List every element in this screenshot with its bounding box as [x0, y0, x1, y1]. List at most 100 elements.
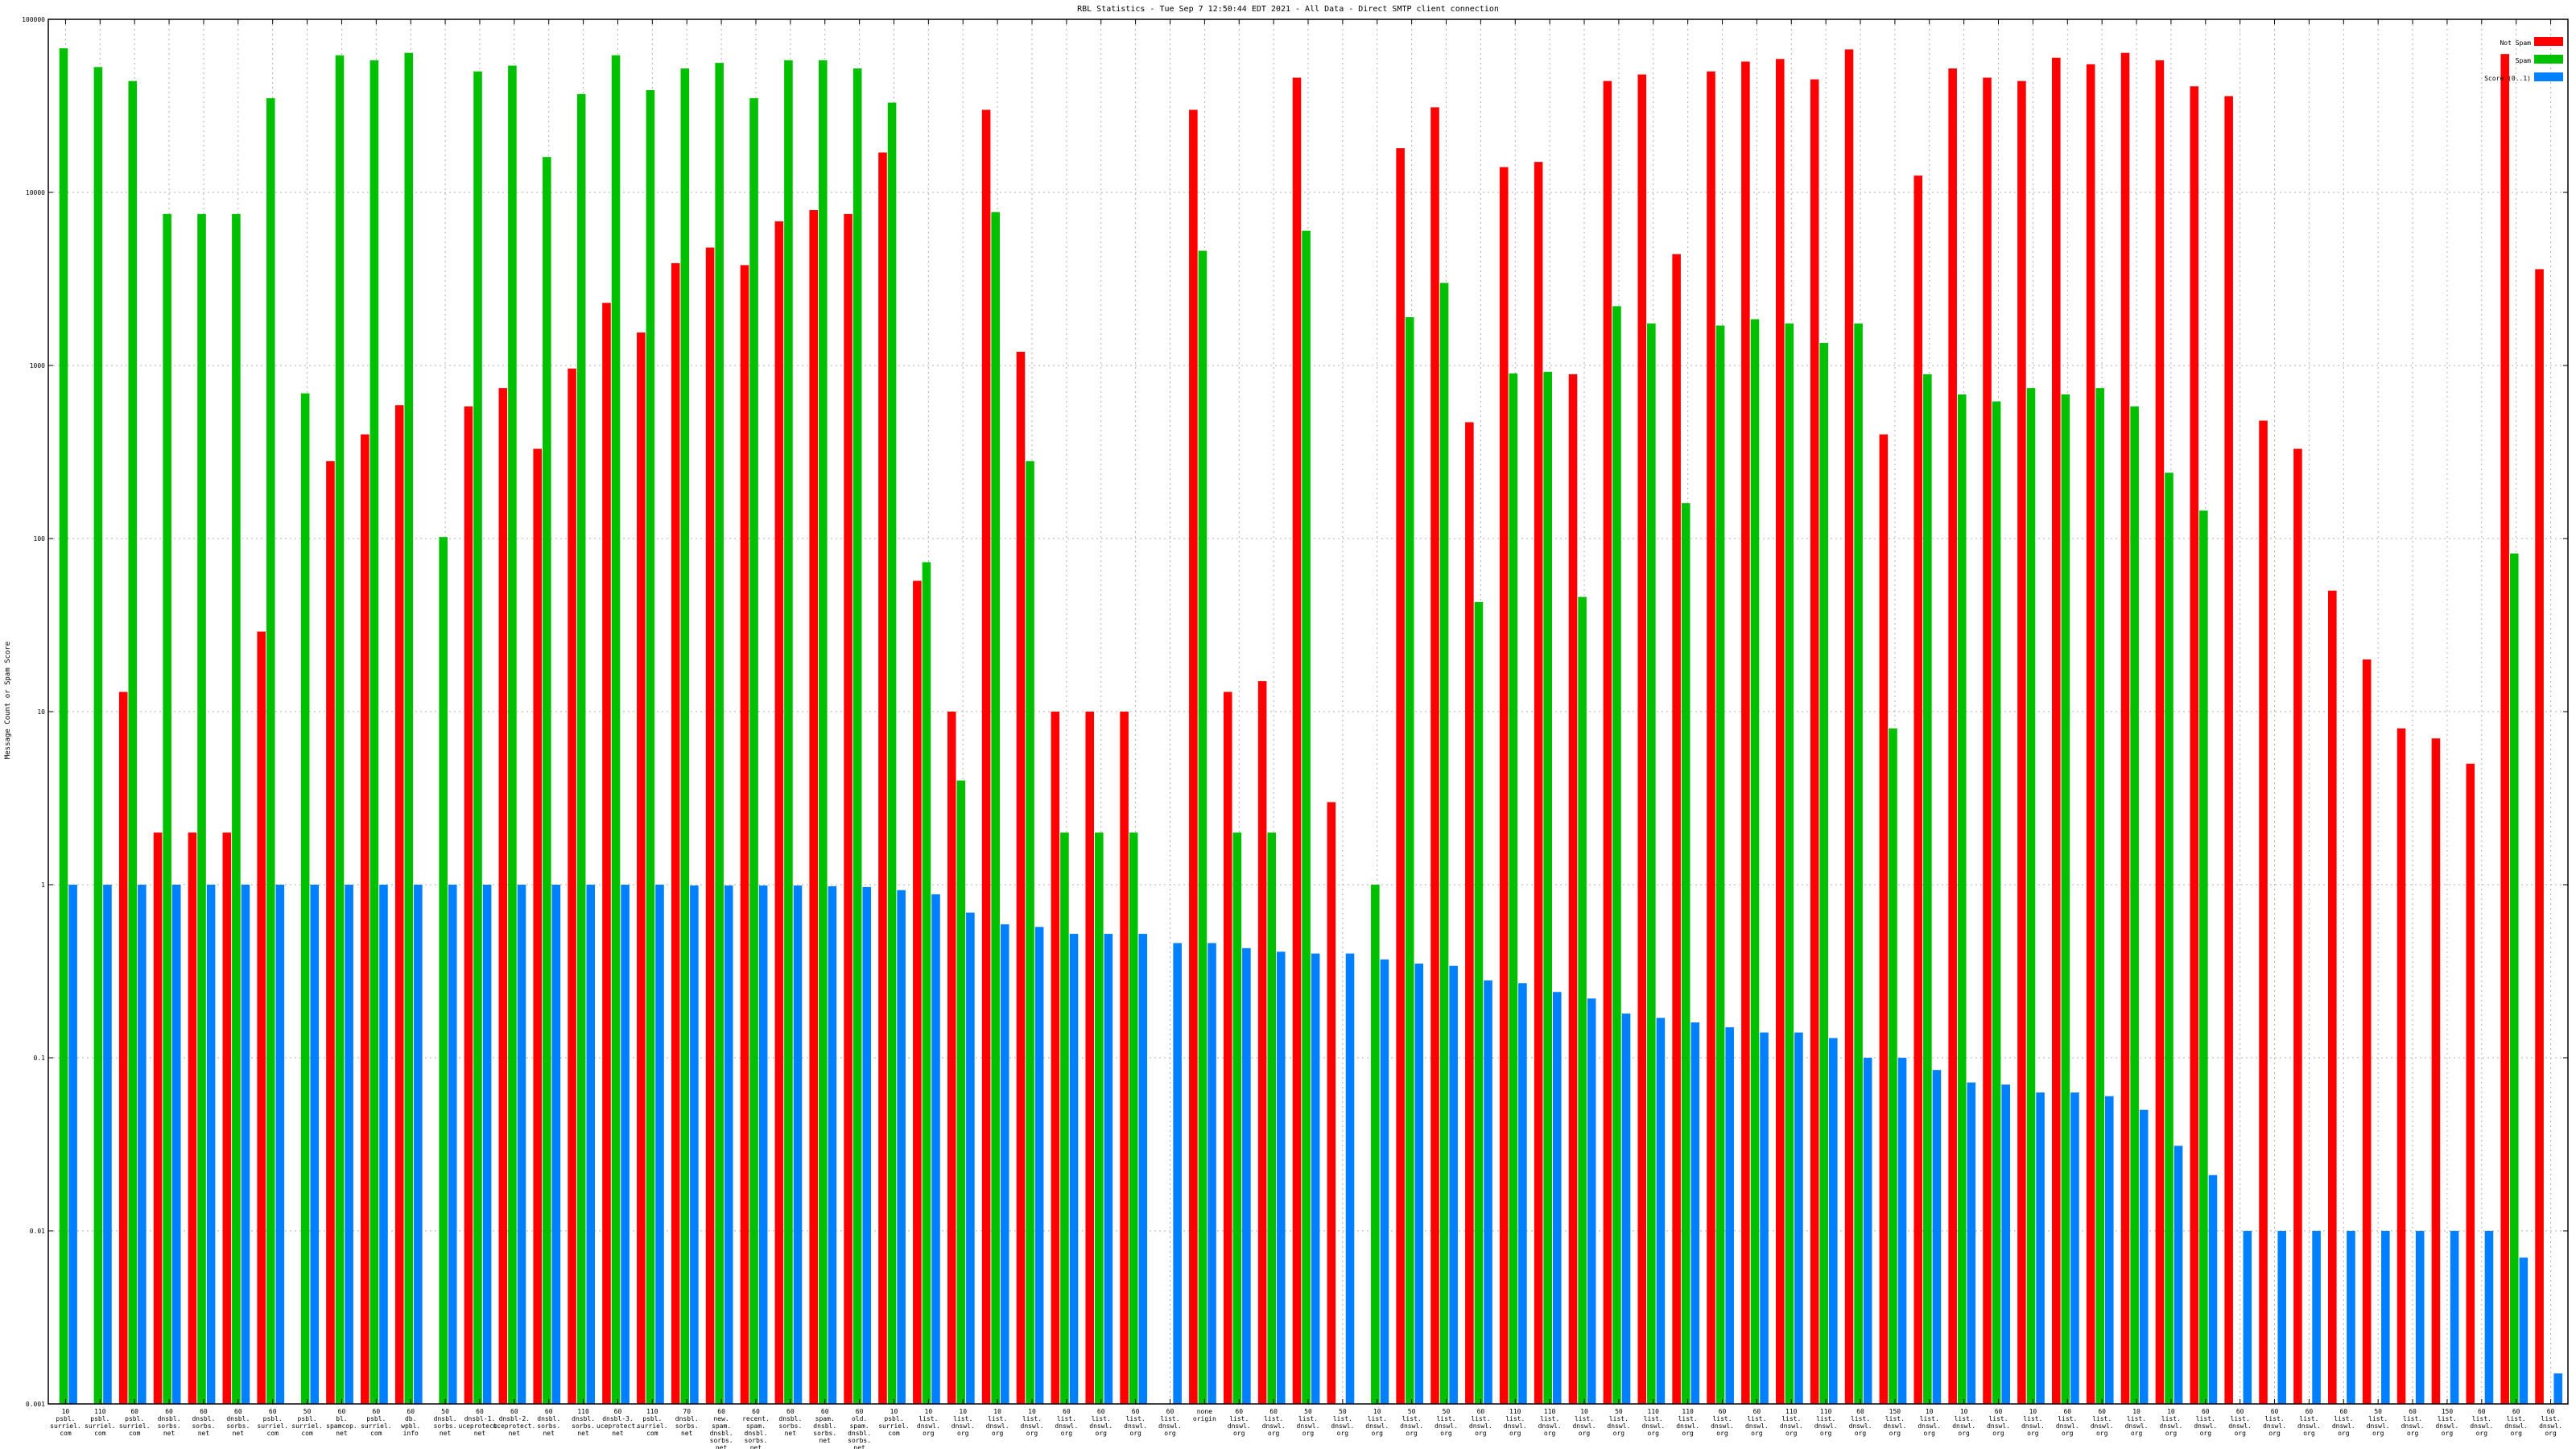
x-tick-label: surriel.	[637, 1422, 668, 1430]
bar-spam	[93, 67, 103, 1405]
legend-label: Spam	[2516, 57, 2531, 64]
bar-not-spam	[2224, 96, 2233, 1404]
x-tick-label: org	[2131, 1430, 2143, 1437]
x-tick-label: com	[94, 1430, 106, 1437]
bar-score	[1656, 1018, 1666, 1404]
x-tick-label: list.	[2472, 1415, 2491, 1422]
x-tick-label: net	[577, 1430, 589, 1437]
x-tick-label: dnswl.	[2159, 1422, 2182, 1430]
y-tick-label: 100000	[22, 16, 45, 23]
bar-spam	[646, 89, 655, 1404]
x-tick-label: 60	[1063, 1408, 1071, 1415]
x-tick-label: 60	[2271, 1408, 2279, 1415]
x-tick-label: dnsbl.	[745, 1430, 768, 1437]
x-tick-label: surriel.	[119, 1422, 151, 1430]
bar-not-spam	[1016, 351, 1026, 1404]
x-tick-label: 10	[890, 1408, 898, 1415]
x-tick-label: dnswl.	[2401, 1422, 2425, 1430]
x-tick-label: 60	[2306, 1408, 2314, 1415]
bar-not-spam	[533, 448, 542, 1404]
x-tick-label: surriel.	[257, 1422, 288, 1430]
x-tick-label: list.	[1057, 1415, 1076, 1422]
bar-score	[1690, 1022, 1700, 1404]
x-tick-label: dnswl.	[2332, 1422, 2355, 1430]
bar-spam	[2061, 394, 2070, 1404]
y-tick-label: 1	[41, 881, 45, 889]
x-tick-label: org	[1855, 1430, 1867, 1437]
x-tick-label: list.	[2368, 1415, 2388, 1422]
x-tick-label: list.	[2507, 1415, 2526, 1422]
bar-spam	[1715, 325, 1725, 1404]
x-tick-label: dnswl.	[1987, 1422, 2010, 1430]
bar-spam	[1267, 832, 1276, 1404]
x-tick-label: dnswl.	[1021, 1422, 1044, 1430]
bar-not-spam	[1568, 374, 1578, 1405]
x-tick-label: list.	[1471, 1415, 1490, 1422]
x-tick-label: net	[440, 1430, 452, 1437]
bar-score	[2070, 1092, 2079, 1404]
bar-score	[1587, 998, 1596, 1404]
y-tick-label: 0.001	[26, 1401, 45, 1408]
x-tick-label: list.	[1333, 1415, 1352, 1422]
x-tick-label: dnswl.	[1745, 1422, 1769, 1430]
x-tick-label: dnswl.	[2091, 1422, 2114, 1430]
bar-spam	[1992, 401, 2001, 1405]
bar-spam	[369, 60, 379, 1404]
y-tick-label: 1000	[30, 362, 45, 369]
bar-score	[1760, 1032, 1769, 1404]
x-tick-label: surriel.	[50, 1422, 81, 1430]
bar-spam	[59, 48, 68, 1404]
x-tick-label: net	[853, 1444, 865, 1449]
category-labels-layer: 10psbl.surriel.com110psbl.surriel.com60p…	[50, 1408, 2562, 1449]
x-tick-label: com	[370, 1430, 382, 1437]
x-tick-label: 60	[1753, 1408, 1761, 1415]
x-tick-label: list.	[1781, 1415, 1801, 1422]
x-tick-label: list.	[2196, 1415, 2215, 1422]
x-tick-label: sorbs.	[675, 1422, 699, 1430]
bar-score	[2105, 1096, 2114, 1404]
bar-spam	[2095, 388, 2105, 1404]
x-tick-label: 10	[1580, 1408, 1588, 1415]
x-tick-label: 10	[993, 1408, 1001, 1415]
bar-spam	[2130, 406, 2139, 1404]
x-tick-label: dnswl.	[1883, 1422, 1906, 1430]
bar-not-spam	[1465, 422, 1474, 1404]
x-tick-label: org	[2062, 1430, 2074, 1437]
x-tick-label: 60	[856, 1408, 864, 1415]
x-tick-label: 50	[1304, 1408, 1312, 1415]
x-tick-label: list.	[1885, 1415, 1905, 1422]
bar-score	[1552, 992, 1562, 1404]
bar-spam	[680, 68, 690, 1404]
x-tick-label: list.	[2127, 1415, 2146, 1422]
bar-not-spam	[257, 631, 266, 1404]
x-tick-label: psbl.	[298, 1415, 317, 1422]
bar-score	[1173, 943, 1182, 1404]
bar-spam	[404, 52, 414, 1405]
bar-not-spam	[671, 262, 680, 1404]
x-tick-label: sorbs.	[158, 1422, 181, 1430]
x-tick-label: org	[992, 1430, 1004, 1437]
x-tick-label: list.	[1264, 1415, 1283, 1422]
chart-title: RBL Statistics - Tue Sep 7 12:50:44 EDT …	[1077, 5, 1499, 14]
x-tick-label: dnswl.	[1055, 1422, 1078, 1430]
x-tick-label: dnswl.	[2367, 1422, 2390, 1430]
x-tick-label: org	[1958, 1430, 1970, 1437]
x-tick-label: org	[1509, 1430, 1521, 1437]
x-tick-label: 60	[373, 1408, 381, 1415]
bar-spam	[576, 93, 586, 1404]
x-tick-label: org	[2372, 1430, 2384, 1437]
x-tick-label: org	[2200, 1430, 2212, 1437]
bar-score	[1725, 1027, 1734, 1404]
x-tick-label: net	[163, 1430, 175, 1437]
x-tick-label: dnswl.	[2125, 1422, 2149, 1430]
x-tick-label: surriel.	[85, 1422, 116, 1430]
x-tick-label: spam.	[712, 1422, 731, 1430]
x-tick-label: dnswl.	[1641, 1422, 1665, 1430]
bar-not-spam	[2500, 54, 2509, 1404]
x-tick-label: 50	[441, 1408, 449, 1415]
x-tick-label: 50	[1443, 1408, 1451, 1415]
bar-not-spam	[774, 221, 784, 1404]
x-tick-label: dnsbl-2.	[499, 1415, 530, 1422]
x-tick-label: dnsbl.	[572, 1415, 595, 1422]
x-tick-label: org	[2303, 1430, 2315, 1437]
